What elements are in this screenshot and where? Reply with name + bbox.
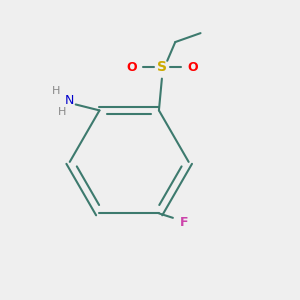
Text: F: F: [180, 216, 188, 229]
Text: S: S: [157, 60, 167, 74]
Text: O: O: [126, 61, 136, 74]
Text: O: O: [187, 61, 198, 74]
Text: H: H: [52, 86, 61, 96]
Text: N: N: [65, 94, 74, 106]
Text: H: H: [58, 107, 67, 117]
